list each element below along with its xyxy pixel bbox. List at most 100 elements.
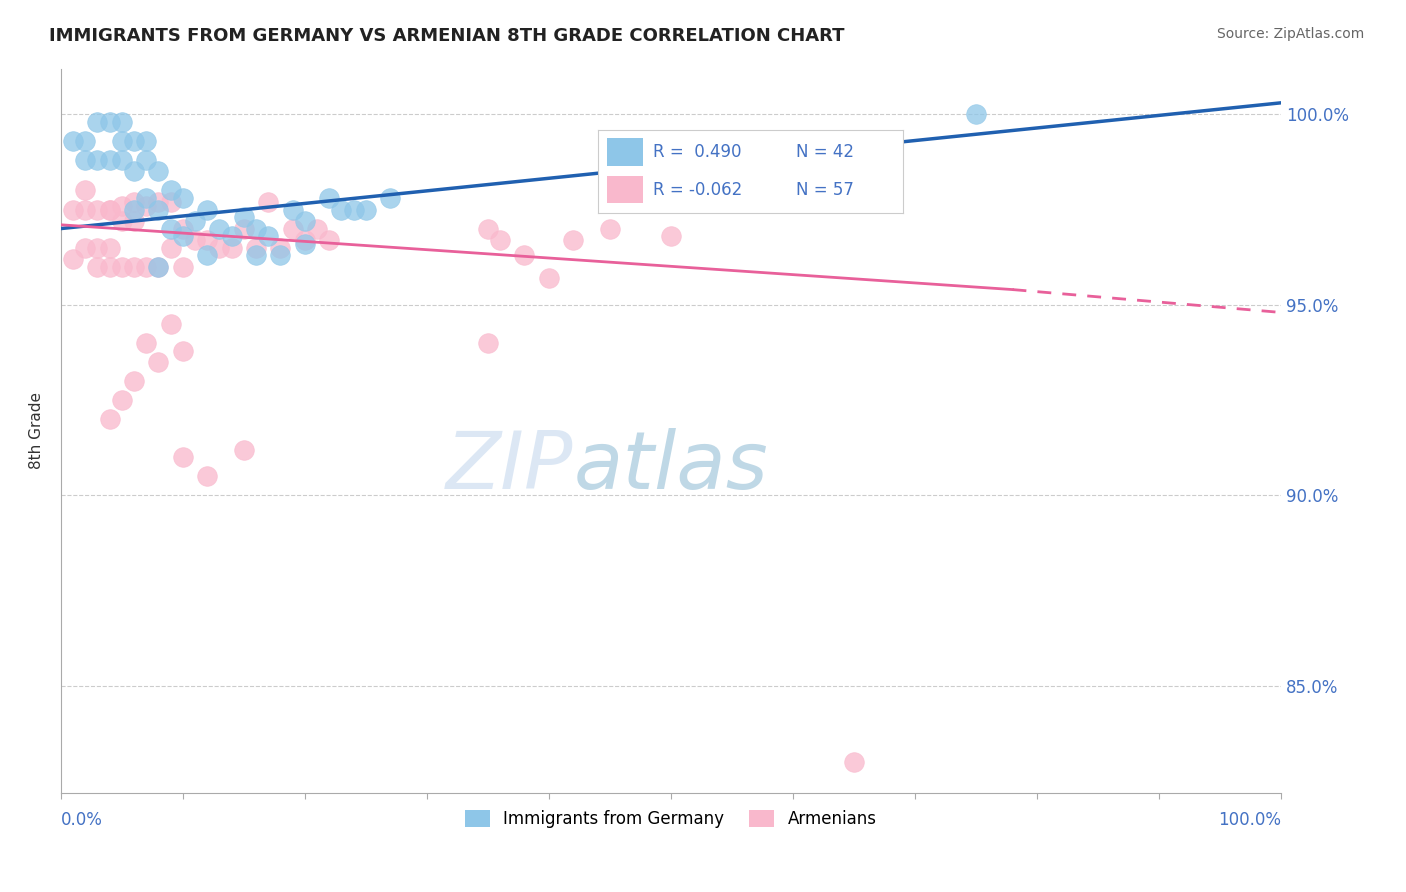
Point — [537, 271, 560, 285]
Point — [842, 755, 865, 769]
Point — [294, 214, 316, 228]
Point — [98, 260, 121, 274]
Point — [172, 343, 194, 358]
Point — [257, 194, 280, 209]
Point — [98, 412, 121, 426]
Point — [98, 153, 121, 167]
Point — [111, 199, 134, 213]
Point — [513, 248, 536, 262]
Point — [98, 115, 121, 129]
Point — [965, 107, 987, 121]
Point — [184, 214, 207, 228]
Point — [477, 335, 499, 350]
Point — [122, 202, 145, 217]
Point — [232, 210, 254, 224]
Point — [148, 194, 170, 209]
Point — [245, 248, 267, 262]
Point — [159, 221, 181, 235]
Point — [294, 233, 316, 247]
Point — [62, 134, 84, 148]
Point — [75, 202, 97, 217]
Point — [659, 229, 682, 244]
Point — [172, 229, 194, 244]
Point — [245, 241, 267, 255]
Point — [489, 233, 512, 247]
Point — [159, 184, 181, 198]
Point — [172, 450, 194, 465]
Point — [184, 233, 207, 247]
Point — [195, 202, 218, 217]
Text: IMMIGRANTS FROM GERMANY VS ARMENIAN 8TH GRADE CORRELATION CHART: IMMIGRANTS FROM GERMANY VS ARMENIAN 8TH … — [49, 27, 845, 45]
Point — [195, 248, 218, 262]
Point — [159, 194, 181, 209]
Point — [208, 241, 231, 255]
Point — [98, 202, 121, 217]
Point — [86, 153, 108, 167]
Point — [111, 214, 134, 228]
Point — [122, 214, 145, 228]
Point — [75, 241, 97, 255]
Point — [245, 221, 267, 235]
Point — [208, 221, 231, 235]
Point — [257, 229, 280, 244]
Point — [221, 229, 243, 244]
Point — [111, 260, 134, 274]
Point — [195, 233, 218, 247]
Point — [98, 241, 121, 255]
Point — [122, 164, 145, 178]
Point — [98, 202, 121, 217]
Point — [159, 317, 181, 331]
Text: 100.0%: 100.0% — [1218, 811, 1281, 829]
Point — [122, 194, 145, 209]
Point — [135, 260, 157, 274]
Y-axis label: 8th Grade: 8th Grade — [30, 392, 44, 469]
Point — [86, 260, 108, 274]
Point — [281, 221, 304, 235]
Point — [269, 248, 291, 262]
Point — [122, 374, 145, 388]
Point — [148, 164, 170, 178]
Point — [380, 191, 402, 205]
Point — [318, 191, 340, 205]
Point — [562, 233, 585, 247]
Point — [269, 241, 291, 255]
Point — [111, 153, 134, 167]
Point — [148, 202, 170, 217]
Point — [232, 221, 254, 235]
Point — [122, 260, 145, 274]
Point — [599, 221, 621, 235]
Legend: Immigrants from Germany, Armenians: Immigrants from Germany, Armenians — [458, 804, 883, 835]
Point — [305, 221, 328, 235]
Point — [75, 153, 97, 167]
Point — [75, 134, 97, 148]
Point — [135, 199, 157, 213]
Point — [148, 260, 170, 274]
Point — [86, 202, 108, 217]
Text: 0.0%: 0.0% — [60, 811, 103, 829]
Point — [111, 115, 134, 129]
Point — [354, 202, 377, 217]
Point — [62, 202, 84, 217]
Point — [330, 202, 353, 217]
Point — [148, 260, 170, 274]
Point — [135, 134, 157, 148]
Point — [62, 252, 84, 266]
Point — [172, 260, 194, 274]
Point — [477, 221, 499, 235]
Point — [172, 221, 194, 235]
Text: Source: ZipAtlas.com: Source: ZipAtlas.com — [1216, 27, 1364, 41]
Point — [172, 191, 194, 205]
Point — [148, 355, 170, 369]
Point — [86, 241, 108, 255]
Point — [221, 241, 243, 255]
Text: atlas: atlas — [574, 428, 768, 506]
Point — [135, 335, 157, 350]
Point — [159, 241, 181, 255]
Point — [342, 202, 364, 217]
Point — [135, 153, 157, 167]
Point — [111, 393, 134, 408]
Point — [86, 115, 108, 129]
Point — [122, 134, 145, 148]
Point — [232, 442, 254, 457]
Point — [75, 184, 97, 198]
